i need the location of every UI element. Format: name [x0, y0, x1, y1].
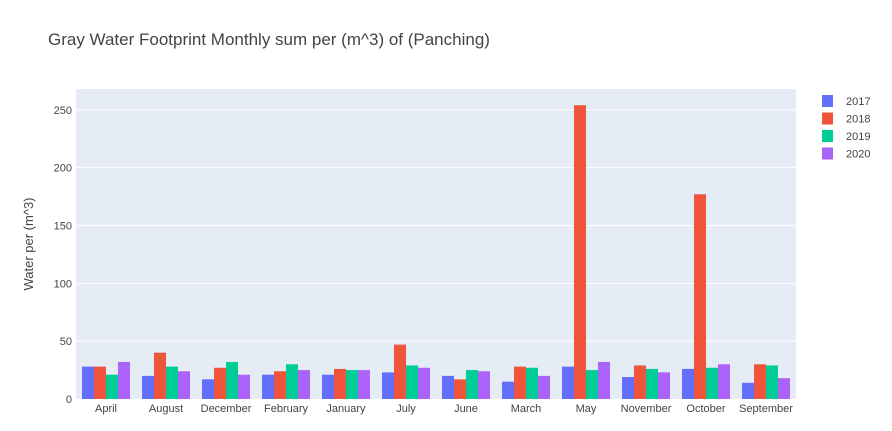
bar-2018-december[interactable]: [214, 367, 226, 399]
y-tick-label: 250: [54, 105, 72, 117]
bar-2020-december[interactable]: [238, 374, 250, 399]
bar-2017-august[interactable]: [142, 375, 154, 399]
y-axis-ticks: 0 50 100 150 200 250: [54, 105, 72, 406]
bar-2020-may[interactable]: [598, 361, 610, 399]
bar-2017-may[interactable]: [562, 366, 574, 399]
bar-2019-march[interactable]: [526, 367, 538, 399]
bar-2020-june[interactable]: [478, 371, 490, 399]
bar-2019-july[interactable]: [406, 365, 418, 399]
bar-2019-december[interactable]: [226, 361, 238, 399]
bar-2019-may[interactable]: [586, 370, 598, 399]
y-tick-label: 100: [54, 278, 72, 290]
legend-label[interactable]: 2017: [846, 96, 870, 108]
bar-2017-january[interactable]: [322, 374, 334, 399]
bar-2018-january[interactable]: [334, 368, 346, 399]
bar-2018-april[interactable]: [94, 366, 106, 399]
bar-2020-april[interactable]: [118, 361, 130, 399]
bar-2018-february[interactable]: [274, 371, 286, 399]
bar-2020-january[interactable]: [358, 370, 370, 399]
bar-2017-september[interactable]: [742, 382, 754, 399]
bar-2020-november[interactable]: [658, 372, 670, 399]
bars: [82, 105, 790, 399]
bar-2019-october[interactable]: [706, 367, 718, 399]
x-tick-label: August: [149, 403, 183, 415]
x-tick-label: April: [95, 403, 117, 415]
bar-2018-november[interactable]: [634, 365, 646, 399]
legend-swatch[interactable]: [822, 130, 833, 142]
bar-2018-august[interactable]: [154, 352, 166, 399]
legend-label[interactable]: 2018: [846, 114, 870, 126]
bar-2020-february[interactable]: [298, 370, 310, 399]
bar-2020-august[interactable]: [178, 371, 190, 399]
x-tick-label: June: [454, 403, 478, 415]
y-axis-label: Water per (m^3): [21, 197, 36, 290]
bar-2019-november[interactable]: [646, 368, 658, 399]
y-tick-label: 200: [54, 163, 72, 175]
bar-2020-september[interactable]: [778, 378, 790, 399]
legend-swatch[interactable]: [822, 147, 833, 160]
x-tick-label: November: [621, 403, 672, 415]
x-tick-label: September: [739, 403, 793, 415]
bar-2017-october[interactable]: [682, 368, 694, 399]
bar-2019-august[interactable]: [166, 366, 178, 399]
x-tick-label: January: [326, 403, 366, 415]
legend-swatch[interactable]: [822, 95, 833, 107]
bar-2017-april[interactable]: [82, 366, 94, 399]
bar-2019-september[interactable]: [766, 365, 778, 399]
x-tick-label: February: [264, 403, 309, 415]
bar-2018-june[interactable]: [454, 379, 466, 399]
bar-2018-october[interactable]: [694, 194, 706, 399]
x-tick-label: July: [396, 403, 416, 415]
y-tick-label: 0: [66, 394, 72, 406]
legend-label[interactable]: 2020: [846, 149, 870, 161]
x-axis-ticks: April August December February January July Ju…: [95, 403, 793, 415]
bar-2019-february[interactable]: [286, 364, 298, 399]
bar-2017-june[interactable]: [442, 375, 454, 399]
bar-2019-april[interactable]: [106, 374, 118, 399]
plot-area: [76, 89, 796, 399]
bar-2018-march[interactable]: [514, 366, 526, 399]
bar-2018-may[interactable]: [574, 105, 586, 399]
legend[interactable]: 2017 2018 2019 2020: [822, 95, 870, 161]
bar-2019-june[interactable]: [466, 370, 478, 399]
x-tick-label: October: [686, 403, 725, 415]
bar-2020-march[interactable]: [538, 375, 550, 399]
legend-label[interactable]: 2019: [846, 131, 870, 143]
gridlines: [76, 109, 796, 342]
bar-2017-november[interactable]: [622, 377, 634, 399]
bar-2017-february[interactable]: [262, 374, 274, 399]
bar-2018-july[interactable]: [394, 344, 406, 399]
y-tick-label: 50: [60, 336, 72, 348]
chart-title: Gray Water Footprint Monthly sum per (m^…: [48, 30, 490, 49]
x-tick-label: December: [201, 403, 252, 415]
bar-2020-july[interactable]: [418, 367, 430, 399]
bar-2020-october[interactable]: [718, 364, 730, 399]
bar-2019-january[interactable]: [346, 370, 358, 399]
bar-2017-march[interactable]: [502, 381, 514, 399]
y-tick-label: 150: [54, 220, 72, 232]
x-tick-label: May: [576, 403, 597, 415]
legend-swatch[interactable]: [822, 112, 833, 125]
bar-2018-september[interactable]: [754, 364, 766, 399]
bar-2017-july[interactable]: [382, 372, 394, 399]
x-tick-label: March: [511, 403, 542, 415]
bar-2017-december[interactable]: [202, 379, 214, 399]
